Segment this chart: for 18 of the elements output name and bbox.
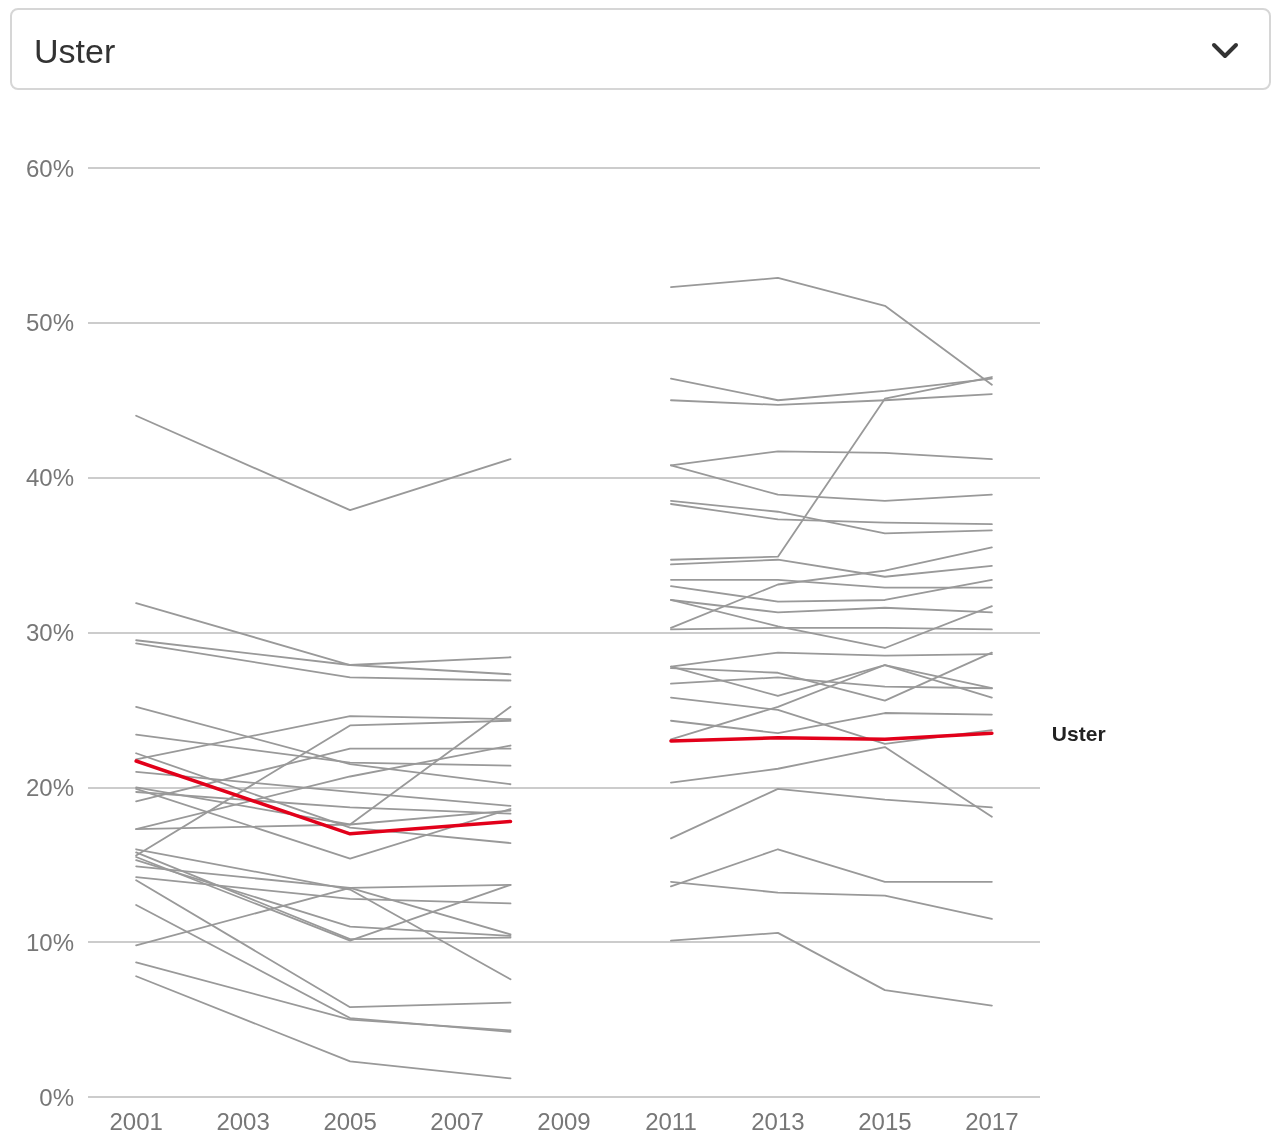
y-tick-label: 30% bbox=[25, 619, 74, 646]
x-tick-label: 2017 bbox=[965, 1107, 1019, 1135]
x-tick-label: 2009 bbox=[537, 1107, 591, 1135]
x-tick-label: 2003 bbox=[216, 1107, 270, 1135]
y-tick-label: 40% bbox=[25, 464, 74, 492]
y-tick-label: 60% bbox=[25, 154, 74, 182]
chart-title: Uster bbox=[34, 32, 116, 71]
x-tick-label: 2015 bbox=[858, 1107, 912, 1135]
y-tick-label: 0% bbox=[39, 1083, 74, 1111]
y-tick-label: 20% bbox=[25, 773, 74, 801]
x-tick-label: 2005 bbox=[323, 1107, 377, 1135]
y-tick-label: 50% bbox=[25, 309, 74, 337]
x-tick-label: 2013 bbox=[751, 1107, 805, 1135]
y-tick-label: 10% bbox=[25, 928, 74, 956]
text: Uster bbox=[1051, 721, 1106, 745]
x-tick-label: 2001 bbox=[109, 1107, 163, 1135]
x-tick-label: 2007 bbox=[430, 1107, 484, 1135]
x-tick-label: 2011 bbox=[645, 1107, 697, 1135]
